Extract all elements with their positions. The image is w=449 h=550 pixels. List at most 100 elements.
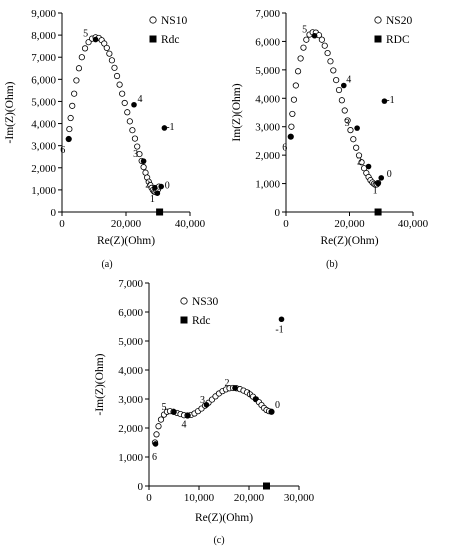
- y-tick-label: 4,000: [31, 119, 56, 131]
- y-tick-label: 0: [138, 481, 144, 493]
- panel-caption: (a): [101, 259, 112, 270]
- frequency-marker-dot: [171, 409, 177, 415]
- data-point-circle: [140, 164, 147, 171]
- frequency-marker-label: 5: [83, 29, 88, 40]
- data-point-circle: [341, 107, 348, 114]
- x-tick-label: 0: [283, 218, 289, 230]
- legend-square-symbol: [180, 316, 188, 324]
- x-tick-label: 20,000: [234, 492, 265, 504]
- x-tick-label: 30,000: [284, 492, 315, 504]
- y-tick-label: 3,000: [255, 122, 280, 134]
- frequency-marker-label: 5: [302, 25, 307, 36]
- frequency-marker-dot: [65, 136, 72, 142]
- legend-label: Rdc: [192, 315, 211, 327]
- frequency-marker-label: 0: [275, 400, 280, 411]
- y-tick-label: 0: [51, 207, 57, 219]
- data-point-square: [374, 208, 382, 216]
- data-point-circle: [355, 152, 363, 159]
- chart-panel-2: 0 1,000 2,000 3,000 4,000 5,000 6,000 7,000 0 20,…: [231, 8, 429, 270]
- frequency-marker-dot: [365, 163, 372, 170]
- y-tick-label: 7,000: [118, 278, 143, 290]
- data-point-circle: [350, 136, 357, 143]
- y-axis-label: Im(Z)(Ohm): [231, 83, 243, 141]
- frequency-marker-label: 4: [138, 94, 143, 105]
- data-point-circle: [157, 416, 165, 423]
- data-point-circle: [344, 117, 351, 124]
- data-point-circle: [119, 90, 126, 97]
- frequency-marker-label: 3: [133, 149, 138, 160]
- data-point-circle: [69, 102, 76, 109]
- y-tick-label: 7,000: [255, 8, 280, 20]
- legend-square-symbol: [374, 35, 382, 43]
- frequency-marker-dot: [340, 82, 347, 89]
- data-point-circle: [124, 109, 131, 116]
- frequency-marker-dot: [185, 412, 191, 419]
- y-tick-label: 0: [275, 207, 281, 219]
- data-point-circle: [75, 65, 83, 72]
- data-point-circle: [288, 123, 295, 130]
- data-point-circle: [111, 64, 118, 71]
- data-point-circle: [73, 77, 80, 84]
- data-point-circle: [347, 127, 354, 134]
- frequency-marker-label: 6: [60, 145, 65, 156]
- data-point-circle: [121, 99, 128, 107]
- y-tick-label: 5,000: [31, 96, 56, 108]
- data-point-circle: [353, 144, 360, 151]
- y-tick-label: 1,000: [31, 185, 56, 197]
- frequency-marker-label: 4: [182, 420, 187, 431]
- data-point-circle: [81, 45, 89, 52]
- legend-label: Rdc: [161, 34, 180, 46]
- legend-label: NS10: [161, 15, 187, 27]
- y-tick-label: 1,000: [118, 452, 143, 464]
- y-tick-label: 2,000: [255, 150, 280, 162]
- y-tick-label: 2,000: [31, 163, 56, 175]
- frequency-marker-label: 2: [225, 378, 230, 389]
- x-tick-label: 40,000: [175, 218, 206, 230]
- chart-panel-1: 0 1,000 2,000 3,000 4,000 5,000 6,000 7,000 8,00…: [4, 8, 206, 270]
- frequency-marker-dot: [154, 190, 161, 197]
- data-point-circle: [66, 125, 73, 133]
- data-point-circle: [103, 44, 110, 52]
- chart-panel-3: 0 1,000 2,000 3,000 4,000 5,000 6,000 7,000 0 10,…: [94, 278, 315, 546]
- data-point-circle: [290, 96, 298, 103]
- y-tick-label: 6,000: [255, 36, 280, 48]
- y-tick-label: 2,000: [118, 423, 143, 435]
- data-point-circle: [106, 50, 113, 57]
- frequency-marker-dot: [375, 180, 381, 187]
- frequency-marker-label: -1: [166, 122, 174, 133]
- frequency-marker-label: 1: [150, 194, 155, 205]
- x-tick-label: 0: [59, 218, 65, 230]
- frequency-marker-dot: [152, 441, 159, 447]
- frequency-marker-dot: [152, 184, 158, 191]
- data-point-circle: [153, 431, 160, 438]
- data-point-square: [156, 208, 164, 216]
- y-tick-label: 6,000: [31, 74, 56, 86]
- frequency-marker-label: 6: [282, 143, 287, 154]
- data-point-circle: [67, 114, 74, 122]
- frequency-marker-label: 5: [162, 402, 167, 413]
- data-point-circle: [116, 81, 123, 88]
- frequency-marker-dot: [381, 98, 388, 104]
- data-point-circle: [136, 150, 143, 158]
- data-point-circle: [333, 76, 340, 84]
- data-point-circle: [129, 127, 136, 134]
- data-point-circle: [71, 90, 78, 97]
- y-axis-label: -Im(Z)(Ohm): [4, 81, 16, 143]
- y-tick-label: 1,000: [255, 179, 280, 191]
- frequency-marker-dot: [92, 36, 99, 43]
- frequency-marker-dot: [378, 175, 385, 181]
- frequency-marker-label: 3: [345, 118, 350, 129]
- frequency-marker-dot: [287, 133, 294, 140]
- frequency-marker-dot: [278, 316, 285, 323]
- data-point-circle: [338, 97, 345, 104]
- data-point-circle: [297, 55, 304, 62]
- data-point-circle: [113, 72, 121, 80]
- frequency-marker-dot: [158, 183, 164, 190]
- x-tick-label: 10,000: [184, 492, 215, 504]
- y-tick-label: 3,000: [118, 394, 143, 406]
- y-tick-label: 5,000: [118, 336, 143, 348]
- frequency-marker-label: 6: [152, 452, 157, 463]
- frequency-marker-label: -1: [386, 95, 394, 106]
- frequency-marker-dot: [354, 125, 360, 131]
- y-tick-label: 6,000: [118, 307, 143, 319]
